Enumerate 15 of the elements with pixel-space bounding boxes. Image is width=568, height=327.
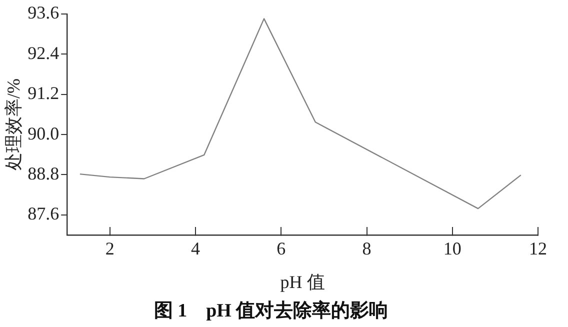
x-tick-label: 2: [105, 238, 114, 259]
y-axis-title: 处理效率/%: [4, 78, 24, 170]
x-tick-label: 8: [362, 238, 372, 259]
y-tick-label: 87.6: [28, 204, 60, 224]
x-tick-label: 6: [276, 238, 286, 259]
x-tick-label: 4: [191, 238, 200, 259]
text: 图 1 pH 值对去除率的影响: [154, 300, 388, 322]
x-axis-title: pH 值: [280, 272, 325, 292]
y-tick-label: 88.8: [28, 163, 60, 184]
x-tick-label: 10: [443, 238, 462, 259]
x-tick-label: 12: [529, 238, 547, 259]
y-tick-label: 92.4: [28, 42, 60, 63]
y-tick-label: 90.0: [28, 123, 60, 144]
y-tick-label: 91.2: [28, 83, 60, 104]
y-tick-label: 93.6: [28, 2, 60, 23]
